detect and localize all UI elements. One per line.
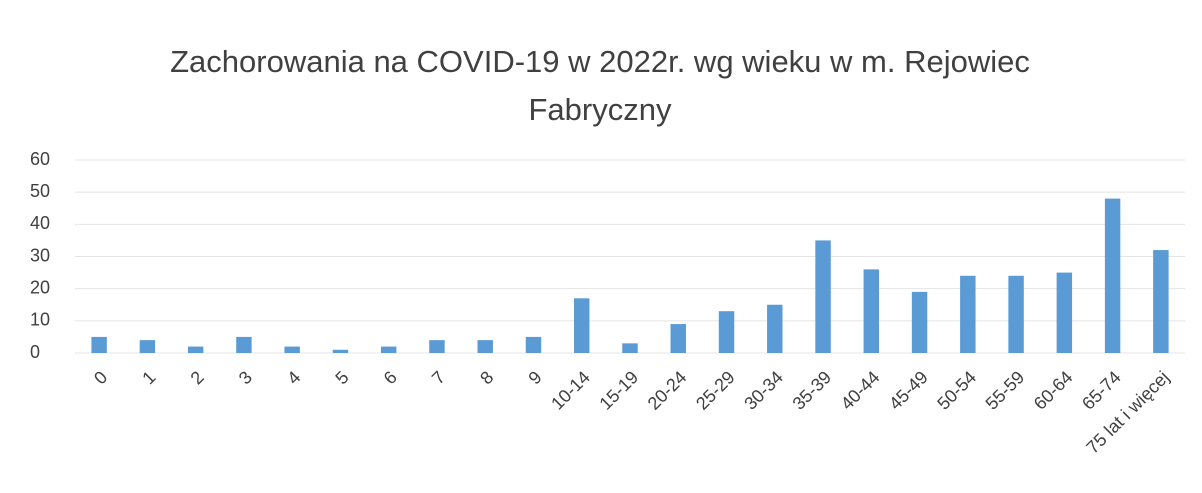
x-tick-label: 35-39 <box>789 367 836 414</box>
bar <box>1153 250 1169 353</box>
x-tick-label: 25-29 <box>692 367 739 414</box>
x-tick-label: 2 <box>187 367 208 388</box>
bar <box>622 343 638 353</box>
bar <box>960 275 976 353</box>
bar <box>332 349 349 353</box>
y-tick-label: 40 <box>30 213 50 233</box>
x-tick-label: 1 <box>138 367 159 388</box>
x-tick-label: 8 <box>476 367 497 388</box>
x-tick-label: 4 <box>283 367 304 388</box>
y-tick-label: 30 <box>30 245 50 265</box>
x-tick-label: 30-34 <box>740 367 787 414</box>
x-tick-label: 20-24 <box>644 367 691 414</box>
x-tick-label: 55-59 <box>982 367 1029 414</box>
bar <box>815 240 831 353</box>
y-tick-label: 20 <box>30 277 50 297</box>
bar <box>1104 198 1121 353</box>
bar <box>1008 275 1024 353</box>
y-tick-label: 60 <box>30 149 50 169</box>
x-tick-label: 7 <box>428 367 449 388</box>
bar <box>670 324 686 353</box>
x-tick-label: 60-64 <box>1030 367 1077 414</box>
x-tick-label: 10-14 <box>547 367 594 414</box>
x-tick-label: 6 <box>380 367 401 388</box>
x-tick-label: 5 <box>331 367 352 388</box>
bar <box>380 346 397 353</box>
y-tick-label: 0 <box>30 342 40 362</box>
x-tick-label: 9 <box>524 367 545 388</box>
chart-title: Zachorowania na COVID-19 w 2022r. wg wie… <box>170 44 1030 127</box>
bar <box>718 311 735 353</box>
bar <box>429 340 445 353</box>
bar <box>863 269 880 353</box>
bar <box>525 336 542 353</box>
bar <box>187 346 204 353</box>
bar <box>139 340 156 353</box>
x-tick-label: 50-54 <box>933 367 980 414</box>
bar <box>236 336 252 353</box>
bar <box>284 346 300 353</box>
bar <box>767 304 783 353</box>
bar <box>1056 272 1073 353</box>
x-tick-label: 40-44 <box>837 367 884 414</box>
bar <box>477 340 493 353</box>
y-tick-label: 10 <box>30 310 50 330</box>
x-tick-label: 15-19 <box>595 367 642 414</box>
x-tick-label: 0 <box>90 367 111 388</box>
bar <box>574 298 590 353</box>
x-tick-label: 45-49 <box>885 367 932 414</box>
x-tick-label: 3 <box>235 367 256 388</box>
bar <box>91 336 107 353</box>
bar <box>911 291 928 353</box>
y-tick-label: 50 <box>30 181 50 201</box>
x-tick-label: 65-74 <box>1078 367 1125 414</box>
